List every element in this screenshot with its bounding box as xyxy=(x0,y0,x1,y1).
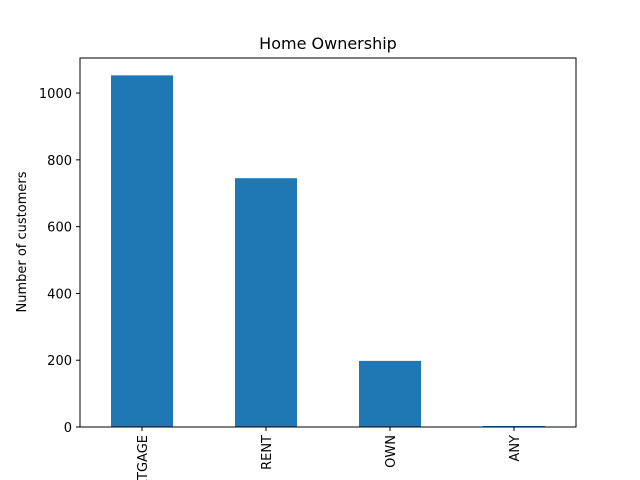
bar xyxy=(359,360,421,427)
x-tick-label: ANY xyxy=(508,435,523,462)
chart-title: Home Ownership xyxy=(259,34,397,53)
y-tick-label: 1000 xyxy=(39,87,72,102)
y-tick-label: 600 xyxy=(47,221,72,236)
y-tick-label: 400 xyxy=(47,287,72,302)
y-tick-label: 0 xyxy=(64,421,72,436)
x-tick-label: RENT xyxy=(260,435,275,470)
bar xyxy=(235,178,297,427)
y-axis-label: Number of customers xyxy=(15,171,30,312)
bar xyxy=(111,75,173,427)
x-tick-label: MORTGAGE xyxy=(136,435,151,480)
y-tick-label: 200 xyxy=(47,354,72,369)
bar xyxy=(483,425,545,427)
y-tick-label: 800 xyxy=(47,154,72,169)
x-tick-label: OWN xyxy=(384,435,399,468)
plot-frame xyxy=(79,57,577,428)
